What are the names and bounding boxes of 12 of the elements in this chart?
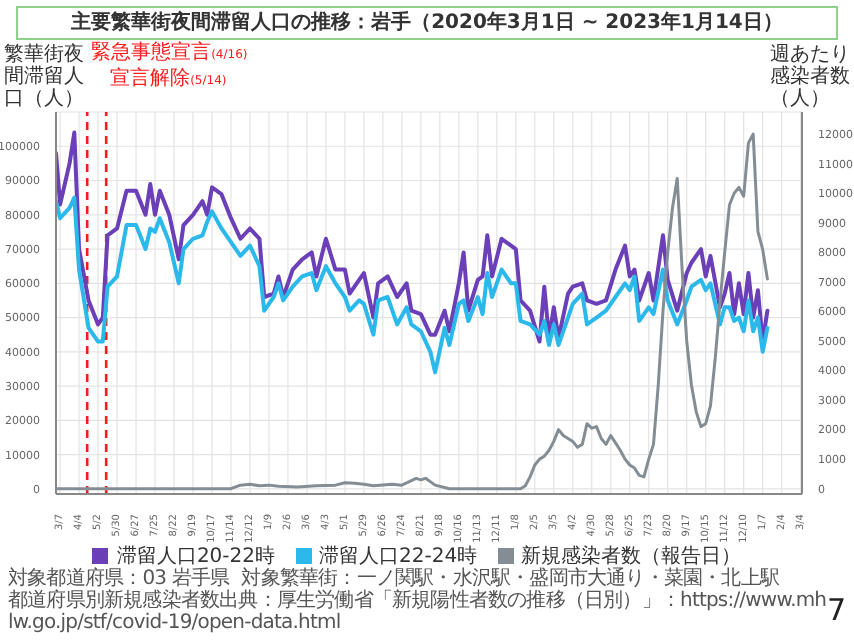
legend-label: 滞留人口22-24時 bbox=[319, 546, 478, 568]
text: 対象都道府県：03 岩手県 bbox=[8, 568, 230, 590]
line-series bbox=[56, 130, 770, 344]
legend-label: 新規感染者数（報告日） bbox=[521, 546, 742, 568]
text: 都道府県別新規感染者数出典：厚生労働省「新規陽性者数の推移（日別）」：https://www.mhlw.go.jp/stf/covid-19/open-data.html bbox=[8, 590, 828, 634]
y-axis-title: 繁華街夜間滞留人口（人） bbox=[4, 44, 84, 110]
text: 7 bbox=[826, 592, 846, 628]
chart-title: 主要繁華街夜間滞留人口の推移：岩手（2020年3月1日 ~ 2023年1月14日） bbox=[16, 6, 838, 40]
text: 対象繁華街：一ノ関駅・水沢駅・盛岡市大通り・菜園・北上駅 bbox=[241, 568, 780, 590]
legend-label: 滞留人口20-22時 bbox=[116, 546, 275, 568]
line-series bbox=[56, 195, 770, 375]
y2-axis-title: 週あたり感染者数（人） bbox=[770, 44, 850, 110]
